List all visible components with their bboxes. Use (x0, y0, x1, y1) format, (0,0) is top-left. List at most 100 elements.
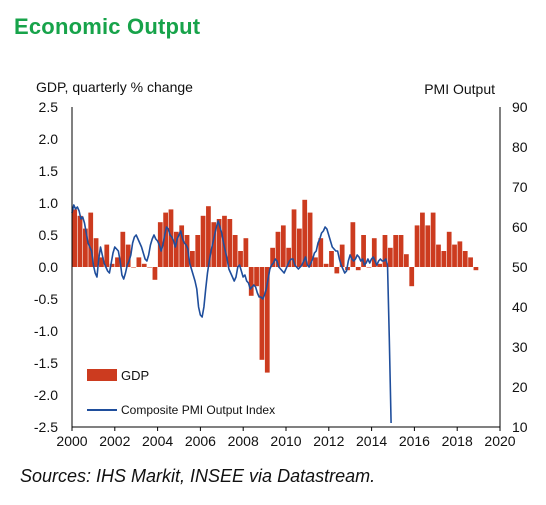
gdp-bar (307, 212, 313, 267)
gdp-bar (157, 222, 163, 267)
gdp-bar (452, 244, 457, 267)
gdp-bar (72, 209, 78, 267)
x-tick-label: 2014 (356, 433, 387, 449)
left-axis-title: GDP, quarterly % change (36, 79, 193, 95)
gdp-bar (334, 267, 340, 274)
gdp-bar (200, 215, 206, 267)
left-tick-label: 2.5 (39, 99, 59, 115)
gdp-bar (141, 263, 147, 267)
gdp-bar (286, 247, 292, 267)
left-tick-label: -1.5 (34, 355, 58, 371)
x-tick-label: 2004 (142, 433, 173, 449)
gdp-bar (409, 267, 415, 287)
gdp-bar (430, 212, 436, 267)
gdp-bar (275, 231, 281, 267)
right-tick-label: 30 (512, 339, 528, 355)
axis-layer: 2.5 2.0 1.5 1.0 0.5 0.0 -0.5 -1.0 -1.5 -2.0 -2.5 90… (34, 99, 528, 449)
gdp-bar (420, 212, 425, 267)
gdp-bar (243, 238, 249, 267)
source-note: Sources: IHS Markit, INSEE via Datastrea… (20, 466, 376, 486)
right-tick-label: 20 (512, 379, 528, 395)
left-tick-label: -1.0 (34, 323, 58, 339)
gdp-bar (404, 254, 409, 267)
gdp-bar (83, 228, 88, 267)
gdp-bar (313, 257, 318, 267)
x-tick-label: 2002 (99, 433, 130, 449)
right-tick-label: 80 (512, 139, 528, 155)
gdp-bar (136, 257, 142, 267)
gdp-bar (473, 267, 479, 271)
gdp-bar (291, 209, 297, 267)
gdp-bar (88, 212, 94, 267)
gdp-bar (371, 238, 377, 267)
gdp-bar (248, 267, 254, 296)
gdp-bar (222, 215, 227, 267)
gdp-bar (77, 215, 83, 267)
left-tick-label: 1.5 (39, 163, 59, 179)
gdp-bar (441, 251, 447, 267)
left-tick-label: -2.5 (34, 419, 58, 435)
gdp-bar (195, 235, 201, 267)
gdp-bar (377, 263, 382, 267)
x-tick-label: 2010 (270, 433, 301, 449)
left-tick-label: 0.0 (39, 259, 59, 275)
gdp-bar (355, 267, 361, 271)
gdp-bar (254, 267, 259, 287)
page-title: Economic Output (14, 14, 201, 39)
gdp-bar (382, 235, 388, 267)
gdp-bar (329, 251, 334, 267)
gdp-bar (152, 267, 158, 280)
gdp-bar (393, 235, 399, 267)
left-tick-label: -0.5 (34, 291, 58, 307)
right-tick-label: 40 (512, 299, 528, 315)
right-axis-title: PMI Output (424, 81, 495, 97)
left-tick-label: -2.0 (34, 387, 58, 403)
gdp-bar (462, 251, 468, 267)
left-tick-label: 2.0 (39, 131, 59, 147)
left-tick-label: 1.0 (39, 195, 59, 211)
legend-gdp-label: GDP (121, 368, 149, 383)
gdp-bar (302, 199, 308, 267)
gdp-bar (297, 228, 302, 267)
gdp-bar (190, 251, 195, 267)
gdp-bar (238, 251, 243, 267)
gdp-bar (264, 267, 270, 373)
gdp-bar (366, 267, 372, 268)
right-tick-label: 90 (512, 99, 528, 115)
legend: GDP Composite PMI Output Index (87, 368, 275, 417)
x-tick-label: 2012 (313, 433, 344, 449)
gdp-bar (323, 263, 329, 267)
gdp-bar (414, 225, 420, 267)
x-tick-label: 2006 (185, 433, 216, 449)
x-tick-label: 2000 (56, 433, 87, 449)
gdp-bar (436, 244, 441, 267)
gdp-bar (131, 267, 136, 268)
gdp-bar (184, 235, 190, 267)
gdp-bar (270, 247, 275, 267)
gdp-bar (93, 238, 99, 267)
x-tick-label: 2018 (442, 433, 473, 449)
right-tick-label: 70 (512, 179, 528, 195)
gdp-bar (99, 257, 104, 267)
gdp-bar (457, 241, 463, 267)
gdp-bar (425, 225, 431, 267)
gdp-bar (168, 209, 174, 267)
pmi-line-layer (71, 204, 392, 424)
gdp-bar (115, 257, 120, 267)
gdp-bar (350, 222, 356, 267)
x-tick-label: 2016 (399, 433, 430, 449)
gdp-bar (259, 267, 265, 360)
economic-output-chart: GDP, quarterly % change PMI Output 2.5 2.… (34, 79, 528, 449)
right-tick-label: 50 (512, 259, 528, 275)
gdp-bar (125, 244, 131, 267)
gdp-bar (339, 244, 345, 267)
gdp-bars (72, 199, 479, 373)
gdp-bar (206, 206, 211, 267)
gdp-bar (387, 247, 393, 267)
x-tick-label: 2020 (484, 433, 515, 449)
gdp-bar (398, 235, 404, 267)
gdp-bar (232, 235, 238, 267)
legend-gdp-swatch (87, 369, 117, 381)
gdp-bar (147, 267, 152, 268)
